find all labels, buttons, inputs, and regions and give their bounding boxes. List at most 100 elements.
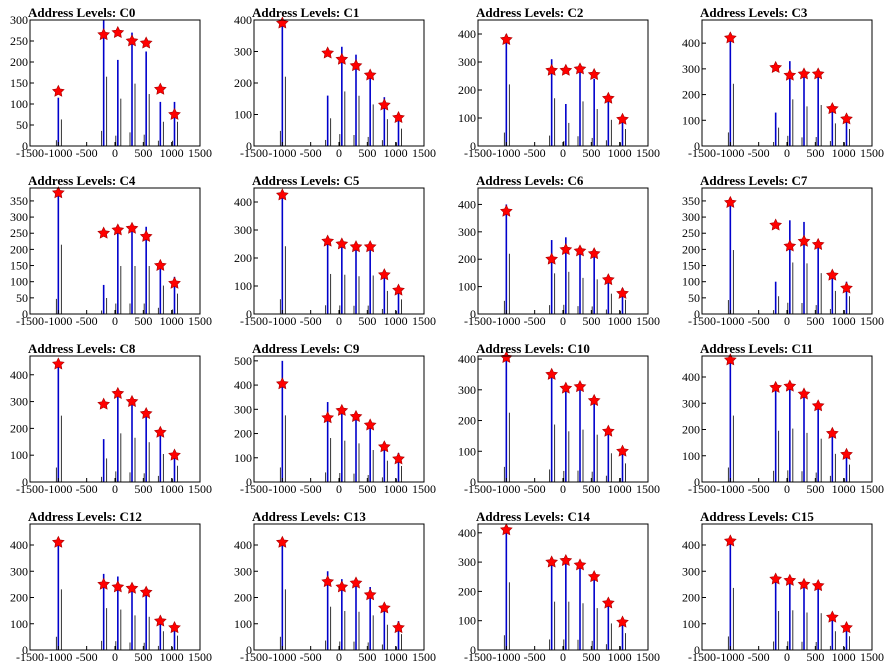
y-tick-label: 100 <box>458 111 476 125</box>
chart-title: Address Levels: C15 <box>700 509 814 524</box>
peak-marker <box>335 237 349 250</box>
peak-marker <box>811 237 825 250</box>
x-tick-label: 1000 <box>160 146 184 160</box>
peak-marker <box>811 579 825 592</box>
peak-marker <box>349 576 363 589</box>
peak-marker <box>349 240 363 253</box>
x-tick-label: 0 <box>784 482 790 496</box>
peak-marker <box>125 581 139 594</box>
y-tick-label: 400 <box>234 378 252 392</box>
x-tick-label: 0 <box>336 314 342 328</box>
peak-marker <box>153 82 167 95</box>
peak-marker <box>275 188 289 201</box>
histogram-plot: 0 50 100 150 200 250 300 350 -1500 -1000 -500 0 500 1… <box>10 186 212 328</box>
peak-marker <box>616 615 629 628</box>
peak-marker <box>587 570 601 583</box>
x-tick-label: 500 <box>358 314 376 328</box>
x-tick-label: -1500 <box>688 314 716 328</box>
peak-marker <box>616 112 629 125</box>
y-tick-label: 100 <box>10 275 28 289</box>
x-tick-label: 1000 <box>384 650 408 664</box>
peak-marker <box>723 534 737 547</box>
x-tick-label: 1500 <box>860 146 884 160</box>
peak-marker <box>573 62 587 75</box>
peak-marker <box>168 621 181 634</box>
x-tick-label: -1000 <box>716 314 744 328</box>
y-tick-label: 200 <box>458 584 476 598</box>
y-tick-label: 150 <box>682 259 700 273</box>
peak-marker <box>601 91 615 104</box>
x-tick-label: 1000 <box>160 482 184 496</box>
histogram-plot: 0 100 200 300 400 -1500 -1000 -500 0 500 1000 1500 <box>458 523 660 664</box>
histogram-plot: 0 100 200 300 400 -1500 -1000 -500 0 500 1000 1500 <box>682 353 884 496</box>
peak-marker <box>825 102 839 115</box>
x-tick-label: 0 <box>112 146 118 160</box>
y-tick-label: 200 <box>682 88 700 102</box>
peak-marker <box>769 380 783 393</box>
peak-marker <box>125 34 139 47</box>
x-tick-label: 1500 <box>636 482 660 496</box>
peak-marker <box>825 268 839 281</box>
y-tick-label: 200 <box>458 252 476 266</box>
chart-panel: 0 100 200 300 400 -1500 -1000 -500 0 500 1000 1500 A… <box>672 0 896 168</box>
x-tick-label: 1000 <box>832 314 856 328</box>
x-tick-label: 1000 <box>832 146 856 160</box>
peak-marker <box>573 244 587 257</box>
peak-marker <box>723 195 737 208</box>
peak-marker <box>97 397 111 410</box>
peak-marker <box>499 350 513 363</box>
x-tick-label: -1500 <box>464 314 492 328</box>
chart-panel: 0 100 200 300 400 -1500 -1000 -500 0 500 1000 1500 A… <box>0 336 224 504</box>
x-tick-label: -500 <box>300 314 322 328</box>
x-tick-label: -1000 <box>716 482 744 496</box>
y-tick-label: 200 <box>10 591 28 605</box>
histogram-plot: 0 100 200 300 400 -1500 -1000 -500 0 500 1000 1500 <box>234 523 436 664</box>
x-tick-label: -1500 <box>240 146 268 160</box>
y-tick-label: 0 <box>694 475 700 489</box>
x-tick-label: 500 <box>358 146 376 160</box>
x-tick-label: 1500 <box>860 482 884 496</box>
peak-marker <box>349 59 363 72</box>
peak-marker <box>499 204 513 217</box>
x-tick-label: 500 <box>582 482 600 496</box>
y-tick-label: 400 <box>234 538 252 552</box>
x-tick-label: -1000 <box>268 650 296 664</box>
y-tick-label: 250 <box>10 34 28 48</box>
x-tick-label: -1500 <box>464 146 492 160</box>
x-tick-label: 0 <box>560 650 566 664</box>
y-tick-label: 100 <box>10 97 28 111</box>
y-tick-label: 400 <box>458 352 476 366</box>
y-tick-label: 100 <box>458 280 476 294</box>
y-tick-label: 200 <box>10 421 28 435</box>
x-tick-label: 500 <box>582 314 600 328</box>
x-tick-label: 1500 <box>412 146 436 160</box>
x-tick-label: 1500 <box>412 650 436 664</box>
x-tick-label: 500 <box>806 650 824 664</box>
peak-marker <box>797 234 811 247</box>
x-tick-label: 1500 <box>188 482 212 496</box>
peak-marker <box>769 572 783 585</box>
peak-marker <box>559 242 573 256</box>
chart-panel: 0 100 200 300 400 -1500 -1000 -500 0 500 1000 1500 A… <box>448 168 672 336</box>
x-tick-label: -500 <box>300 482 322 496</box>
peak-marker <box>783 379 797 392</box>
x-tick-label: -500 <box>748 650 770 664</box>
peak-marker <box>840 621 853 634</box>
x-tick-label: 1000 <box>608 482 632 496</box>
y-tick-label: 0 <box>470 643 476 657</box>
peak-marker <box>545 555 559 568</box>
peak-marker <box>125 221 139 234</box>
y-tick-label: 400 <box>234 195 252 209</box>
y-tick-label: 150 <box>10 76 28 90</box>
y-tick-label: 200 <box>458 83 476 97</box>
x-tick-label: -500 <box>76 314 98 328</box>
peak-marker <box>139 36 153 49</box>
peak-marker <box>377 440 391 453</box>
peak-marker <box>363 418 377 431</box>
chart-title: Address Levels: C0 <box>28 5 136 20</box>
chart-panel: 0 100 200 300 400 -1500 -1000 -500 0 500 1000 1500 A… <box>224 504 448 672</box>
y-tick-label: 300 <box>682 210 700 224</box>
peak-marker <box>111 223 125 236</box>
y-tick-label: 200 <box>234 591 252 605</box>
